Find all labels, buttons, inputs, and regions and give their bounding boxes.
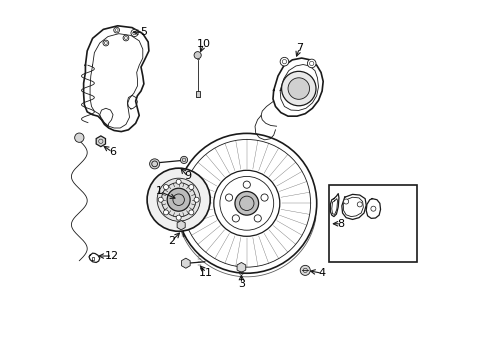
Circle shape xyxy=(147,168,210,231)
Text: 2: 2 xyxy=(168,236,175,246)
Circle shape xyxy=(158,197,163,202)
Circle shape xyxy=(194,51,201,59)
Text: 8: 8 xyxy=(338,219,344,229)
Circle shape xyxy=(189,210,194,215)
Circle shape xyxy=(254,215,261,222)
Circle shape xyxy=(243,181,250,188)
Text: 3: 3 xyxy=(238,279,245,289)
Text: 9: 9 xyxy=(184,171,191,181)
Bar xyxy=(329,185,417,262)
Polygon shape xyxy=(273,58,323,116)
Circle shape xyxy=(167,188,190,211)
Circle shape xyxy=(357,202,362,207)
Circle shape xyxy=(180,156,188,163)
Text: 7: 7 xyxy=(296,43,303,53)
Circle shape xyxy=(177,134,317,273)
Circle shape xyxy=(164,210,169,215)
Text: 6: 6 xyxy=(109,147,116,157)
Circle shape xyxy=(74,133,84,142)
Circle shape xyxy=(123,35,129,41)
Circle shape xyxy=(157,178,200,221)
Text: 10: 10 xyxy=(197,39,211,49)
Circle shape xyxy=(225,194,233,201)
Circle shape xyxy=(300,265,310,275)
Circle shape xyxy=(288,78,310,99)
Circle shape xyxy=(307,59,316,68)
Text: 11: 11 xyxy=(199,267,213,278)
Circle shape xyxy=(114,27,120,33)
Circle shape xyxy=(161,183,196,217)
Circle shape xyxy=(103,40,109,46)
Circle shape xyxy=(261,194,268,201)
Circle shape xyxy=(282,71,316,106)
Circle shape xyxy=(176,215,181,220)
Circle shape xyxy=(235,192,259,215)
Circle shape xyxy=(371,206,376,211)
Polygon shape xyxy=(84,26,149,132)
Circle shape xyxy=(176,179,181,184)
Circle shape xyxy=(131,30,138,37)
Text: 4: 4 xyxy=(318,268,326,278)
Circle shape xyxy=(280,57,289,66)
Text: 1: 1 xyxy=(156,186,163,197)
Circle shape xyxy=(189,185,194,190)
Bar xyxy=(196,91,200,97)
Circle shape xyxy=(194,197,199,202)
Circle shape xyxy=(149,159,160,169)
Text: 12: 12 xyxy=(105,251,120,261)
Text: 5: 5 xyxy=(140,27,147,37)
Circle shape xyxy=(343,199,349,204)
Circle shape xyxy=(164,185,169,190)
Circle shape xyxy=(232,215,240,222)
